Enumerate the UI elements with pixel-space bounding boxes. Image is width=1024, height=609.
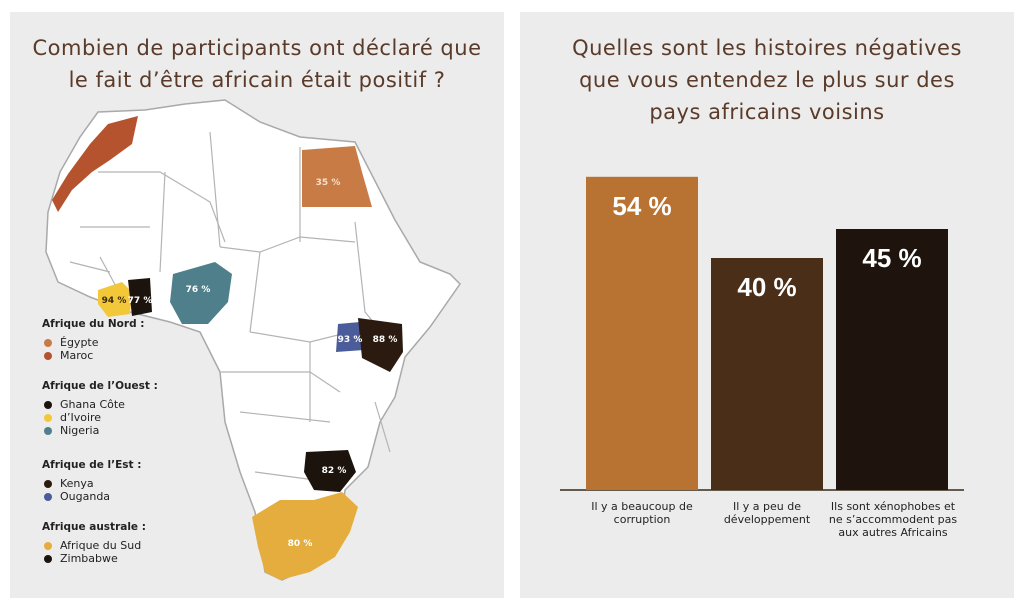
bar [711,258,823,490]
chart-title: Quelles sont les histoires négatives que… [572,36,962,124]
legend-label: d’Ivoire [60,411,102,424]
bar-value-label: 40 % [737,272,796,302]
legend-heading: Afrique du Nord : [42,318,145,330]
bar-chart: 54 % 40 % 45 % [560,176,964,491]
map-title: Combien de participants ont déclaré que … [32,36,482,92]
legend-heading: Afrique australe : [42,521,146,533]
map-panel: Combien de participants ont déclaré que … [10,12,504,598]
label-egypt: 35 % [316,178,341,188]
country-uganda [336,322,364,352]
legend-swatch [44,555,52,563]
legend-item: Égypte [42,336,158,349]
label-ghana: 77 % [128,296,153,306]
legend-item: Afrique du Sud [42,539,158,552]
legend-label: Ouganda [60,490,111,503]
legend-swatch [44,352,52,360]
legend-label: Afrique du Sud [60,539,142,552]
label-zimbabwe: 82 % [322,466,347,476]
legend-item: Kenya [42,477,158,490]
legend-item: Ghana Côte [42,398,158,411]
country-ghana [128,278,152,316]
legend-group: Afrique de l’Ouest : Ghana Côte d’Ivoire… [42,380,158,437]
label-nigeria: 76 % [186,285,211,295]
legend-item: Zimbabwe [42,552,158,565]
chart-panel: Quelles sont les histoires négatives que… [520,12,1014,598]
legend-swatch [44,339,52,347]
legend-label: Ghana Côte [60,398,125,411]
bar-value-label: 54 % [612,191,671,221]
legend-group: Afrique de l’Est : Kenya Ouganda [42,459,158,503]
africa-map: 35 % 77 % 94 % 76 % 88 % 93 % 82 % 80 % [45,99,461,581]
legend-label: Égypte [60,336,99,349]
label-cote-divoire: 94 % [102,296,127,306]
legend-heading: Afrique de l’Ouest : [42,380,158,392]
country-kenya [358,318,403,372]
label-kenya: 88 % [373,335,398,345]
x-tick-label: Il y a peu de développement [723,500,811,526]
label-south-africa: 80 % [288,539,313,549]
country-nigeria [170,262,232,324]
country-south-africa [252,492,358,580]
x-tick-label: Il y a beaucoup de corruption [591,500,693,526]
x-tick-label: Ils sont xénophobes et ne s’accommodent … [828,500,958,539]
legend-label: Kenya [60,477,94,490]
map-legend: Afrique du Nord : Égypte Maroc Afrique d… [42,318,158,575]
legend-group: Afrique australe : Afrique du Sud Zimbab… [42,521,158,565]
legend-item: Nigeria [42,424,158,437]
label-uganda: 93 % [338,335,363,345]
bar-value-label: 45 % [862,243,921,273]
legend-label: Nigeria [60,424,100,437]
legend-swatch [44,427,52,435]
legend-item: d’Ivoire [42,411,158,424]
legend-swatch [44,414,52,422]
country-morocco [52,116,138,212]
bar [586,176,698,491]
legend-heading: Afrique de l’Est : [42,459,142,471]
country-cote-divoire [98,282,132,317]
legend-swatch [44,542,52,550]
bar [836,229,948,490]
legend-label: Maroc [60,349,94,362]
legend-label: Zimbabwe [60,552,118,565]
legend-swatch [44,401,52,409]
legend-swatch [44,493,52,501]
country-zimbabwe [304,450,356,492]
legend-group: Afrique du Nord : Égypte Maroc [42,318,158,362]
legend-item: Maroc [42,349,158,362]
legend-swatch [44,480,52,488]
country-egypt [302,146,372,207]
legend-item: Ouganda [42,490,158,503]
